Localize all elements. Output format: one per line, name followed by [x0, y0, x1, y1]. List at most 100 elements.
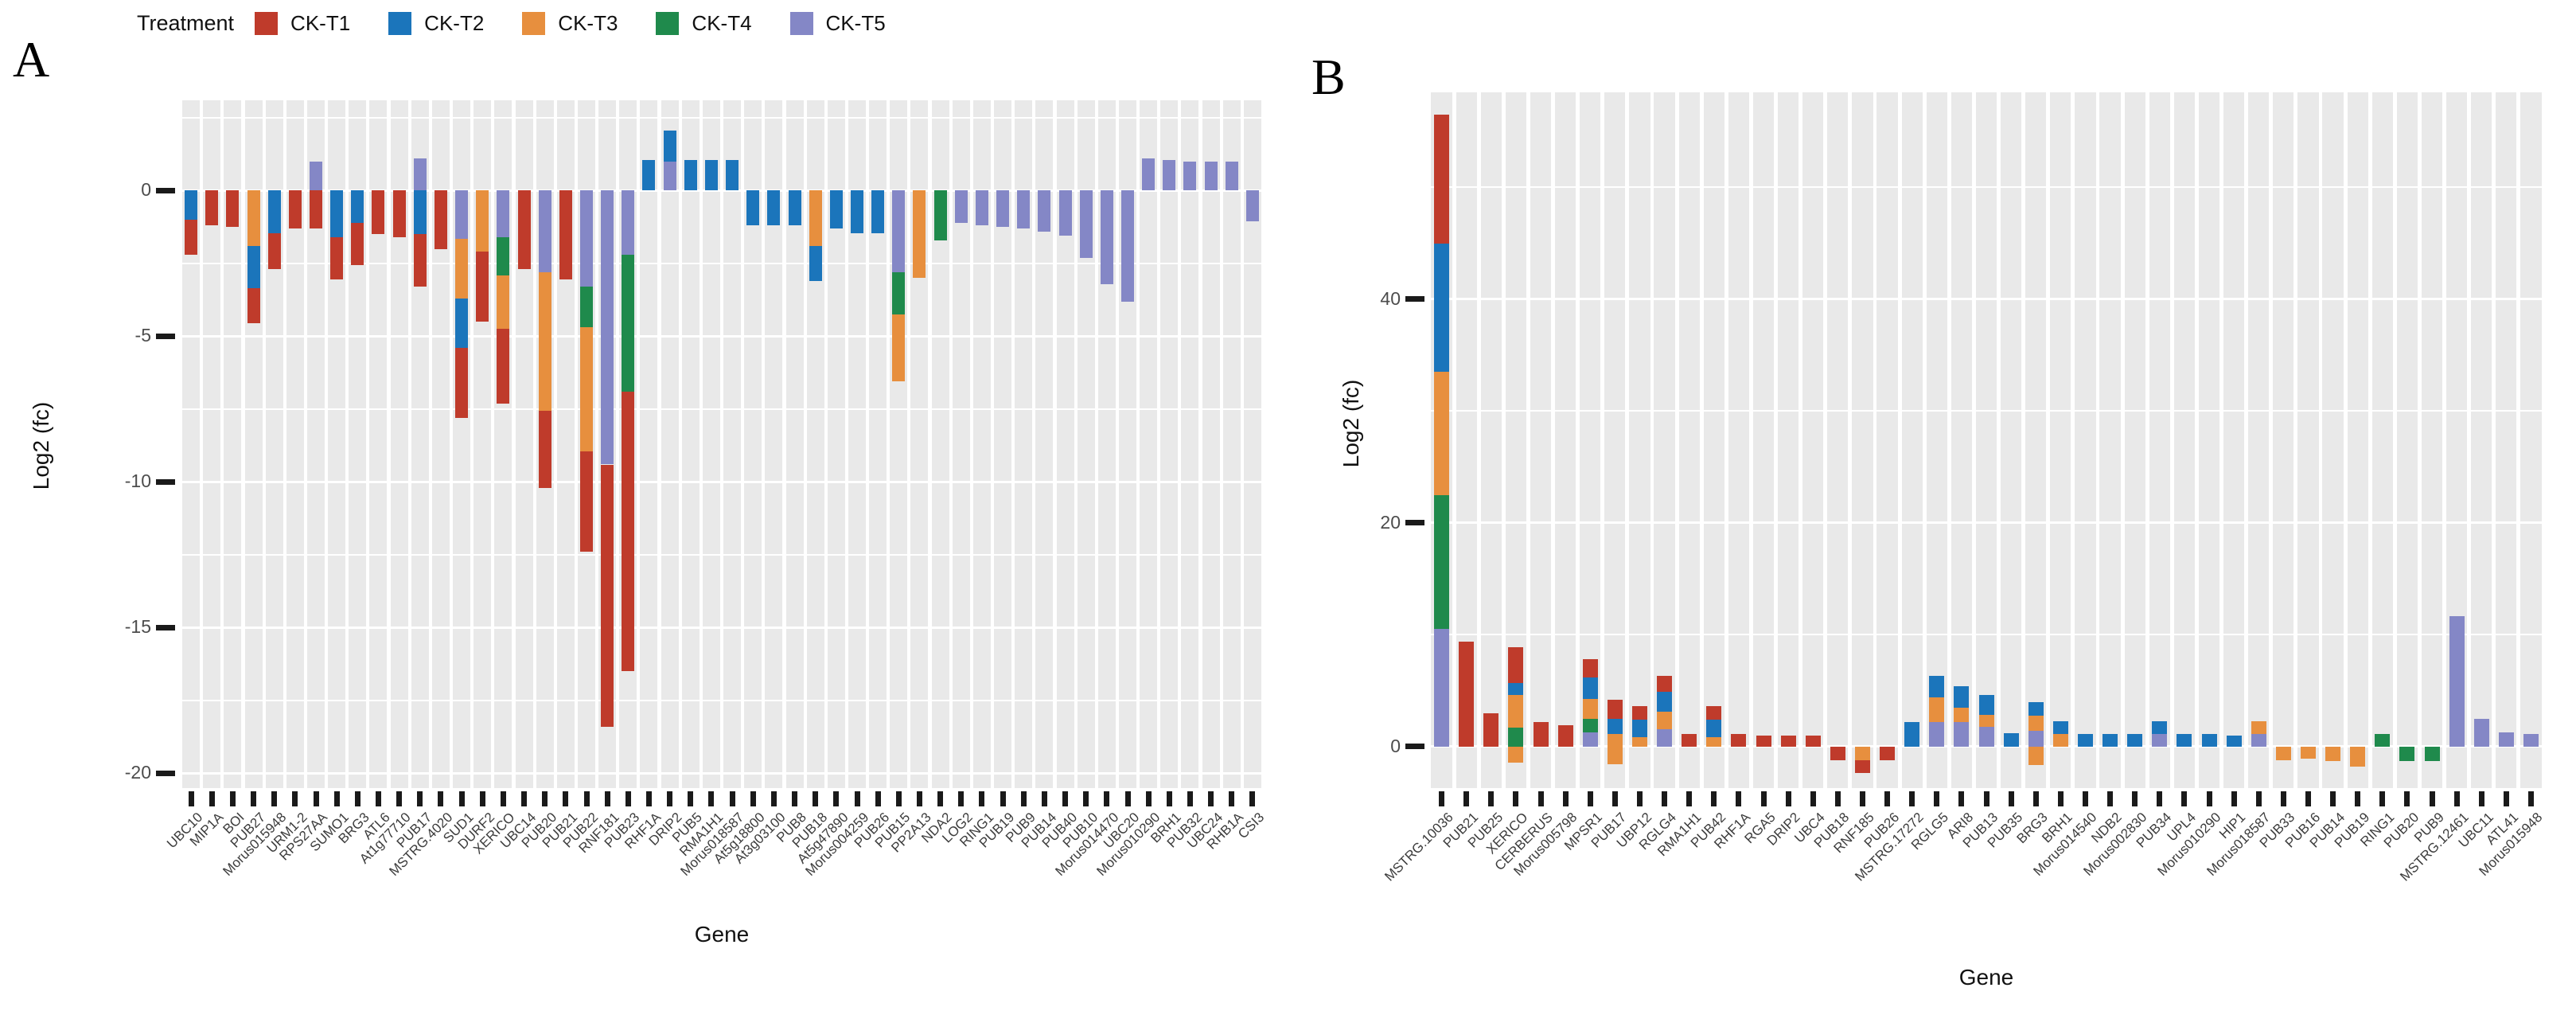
x-tick — [833, 791, 840, 806]
x-tick — [1145, 791, 1152, 806]
x-tick — [1711, 791, 1717, 806]
legend-item: CK-T4 — [656, 11, 752, 36]
bar-segment — [1657, 692, 1673, 712]
legend-item: CK-T1 — [255, 11, 350, 36]
bar-segment — [1631, 720, 1647, 737]
x-tick — [500, 791, 506, 806]
grid-stripe — [1077, 100, 1095, 788]
legend-label: CK-T4 — [692, 11, 752, 35]
gridline — [1429, 521, 2543, 525]
grid-stripe — [785, 100, 804, 788]
bar-segment — [1706, 736, 1722, 747]
bar-segment — [1508, 646, 1524, 683]
legend-swatch-ck-t4 — [656, 12, 680, 35]
x-tick — [2107, 791, 2114, 806]
legend-swatch-ck-t2 — [388, 12, 412, 35]
bar-segment — [2102, 734, 2118, 747]
bar-segment — [2127, 734, 2143, 747]
x-tick — [625, 791, 631, 806]
grid-stripe — [390, 100, 408, 788]
bar-segment — [2300, 746, 2316, 759]
bar-segment — [1830, 746, 1845, 760]
panel-a-plot-area — [181, 100, 1263, 788]
grid-stripe — [994, 100, 1012, 788]
grid-stripe — [182, 100, 201, 788]
bar-segment — [871, 190, 885, 233]
grid-stripe — [972, 100, 991, 788]
grid-stripe — [2322, 92, 2344, 788]
x-tick — [229, 791, 236, 806]
x-tick — [1587, 791, 1593, 806]
grid-stripe — [2025, 92, 2047, 788]
bar-segment — [1904, 722, 1920, 747]
bar-segment — [1533, 722, 1549, 747]
bar-segment — [601, 190, 614, 465]
bar-segment — [1100, 190, 1113, 284]
grid-stripe — [640, 100, 658, 788]
x-tick — [875, 791, 881, 806]
x-tick — [1463, 791, 1470, 806]
bar-segment — [247, 190, 260, 246]
grid-stripe — [1778, 92, 1799, 788]
bar-segment — [476, 252, 489, 322]
x-tick — [2478, 791, 2484, 806]
bar-segment — [2251, 721, 2266, 735]
bar-segment — [1582, 659, 1598, 677]
x-tick — [1104, 791, 1110, 806]
bar-segment — [975, 190, 988, 226]
x-tick — [750, 791, 756, 806]
legend-item: CK-T3 — [522, 11, 618, 36]
bar-segment — [2028, 702, 2044, 716]
y-tick-label: -15 — [124, 616, 151, 638]
grid-stripe — [286, 100, 304, 788]
x-tick — [292, 791, 298, 806]
x-tick — [2206, 791, 2212, 806]
bar-segment — [1631, 736, 1647, 747]
grid-stripe — [702, 100, 720, 788]
x-tick — [1611, 791, 1618, 806]
y-tick-label: 0 — [141, 179, 151, 201]
x-tick — [2330, 791, 2336, 806]
bar-segment — [1854, 759, 1870, 773]
bar-segment — [954, 190, 968, 223]
grid-stripe — [1243, 100, 1261, 788]
x-tick — [688, 791, 694, 806]
bar-segment — [455, 190, 469, 239]
grid-stripe — [1852, 92, 1873, 788]
bar-segment — [601, 464, 614, 727]
bar-segment — [2152, 721, 2168, 735]
bar-segment — [372, 190, 385, 235]
bar-segment — [1657, 729, 1673, 747]
grid-stripe — [848, 100, 866, 788]
x-tick — [2032, 791, 2039, 806]
x-tick — [208, 791, 215, 806]
bar-segment — [726, 160, 739, 191]
grid-stripe — [369, 100, 388, 788]
x-tick — [438, 791, 444, 806]
bar-segment — [413, 158, 427, 191]
x-tick — [2379, 791, 2386, 806]
bar-segment — [1929, 697, 1945, 722]
grid-stripe — [2173, 92, 2195, 788]
bar-segment — [205, 190, 219, 226]
grid-stripe — [681, 100, 700, 788]
bar-segment — [1582, 698, 1598, 719]
bar-segment — [476, 190, 489, 252]
x-tick — [1488, 791, 1495, 806]
bar-segment — [455, 298, 469, 349]
bar-segment — [1657, 676, 1673, 693]
x-tick — [792, 791, 798, 806]
legend-swatch-ck-t1 — [255, 12, 279, 35]
bar-segment — [1607, 746, 1623, 765]
grid-stripe — [744, 100, 762, 788]
x-tick — [396, 791, 403, 806]
bar-segment — [2275, 746, 2291, 760]
grid-stripe — [931, 100, 949, 788]
y-tick-label: 20 — [1380, 511, 1401, 533]
panel-b-letter: B — [1311, 49, 1346, 105]
grid-stripe — [349, 100, 367, 788]
bar-segment — [1508, 695, 1524, 728]
grid-stripe — [1752, 92, 1775, 788]
bar-segment — [1954, 708, 1970, 722]
